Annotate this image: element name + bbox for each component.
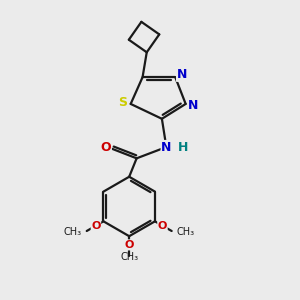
Text: O: O — [124, 240, 134, 250]
Text: H: H — [178, 140, 188, 154]
Text: N: N — [177, 68, 187, 81]
Text: CH₃: CH₃ — [120, 252, 138, 262]
Text: N: N — [188, 99, 198, 112]
Text: N: N — [161, 140, 172, 154]
Text: CH₃: CH₃ — [177, 227, 195, 237]
Text: O: O — [91, 221, 101, 231]
Text: S: S — [118, 96, 127, 109]
Text: O: O — [101, 140, 111, 154]
Text: CH₃: CH₃ — [64, 227, 82, 237]
Text: O: O — [158, 221, 167, 231]
